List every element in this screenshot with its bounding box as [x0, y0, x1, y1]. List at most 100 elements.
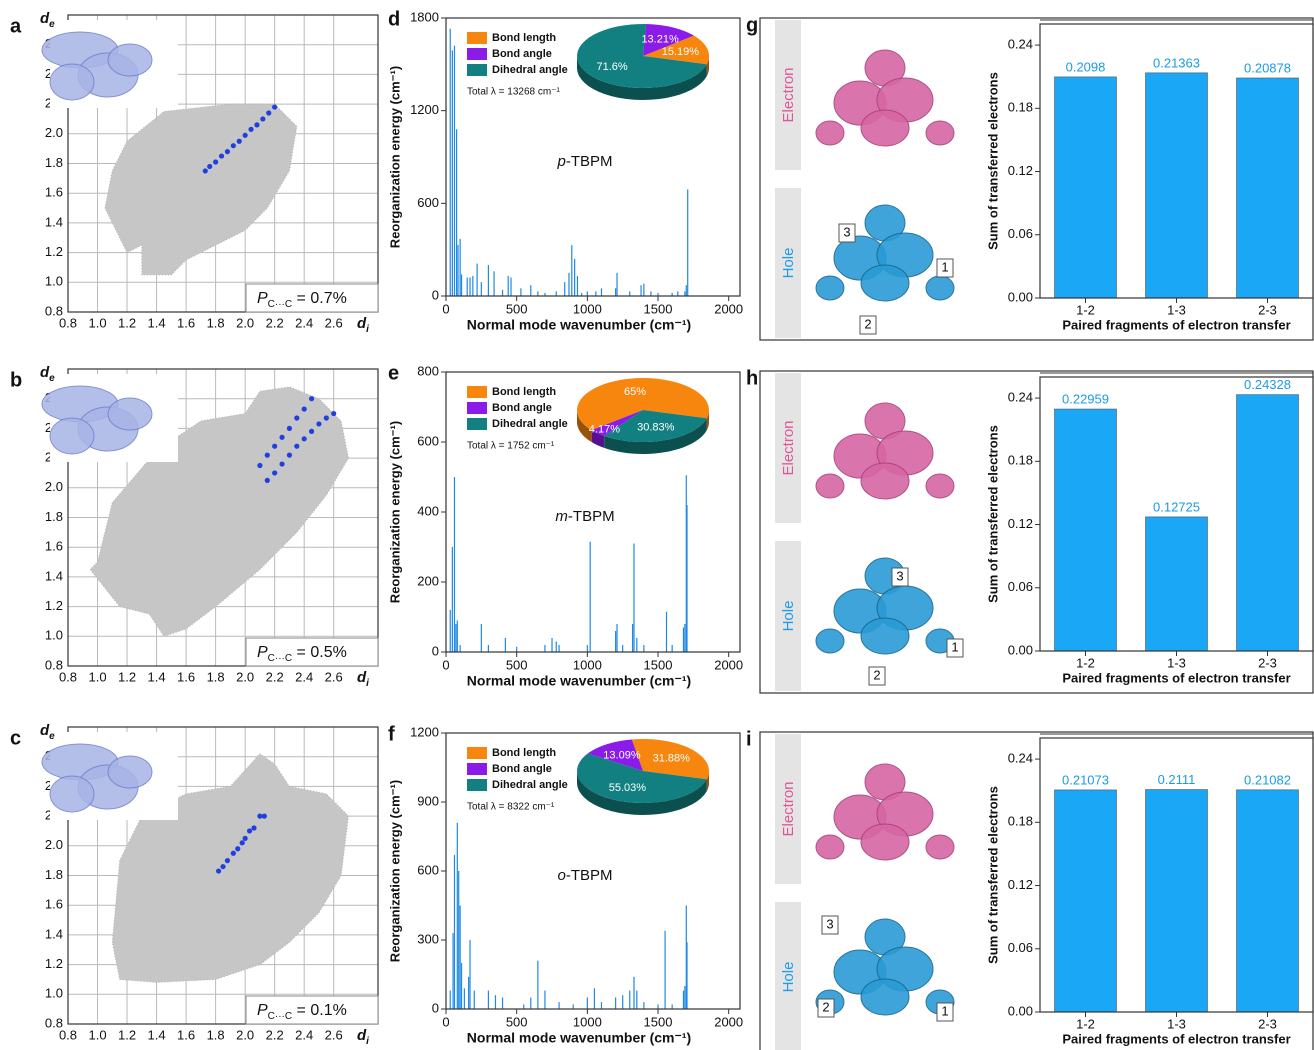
bar: [1146, 73, 1208, 298]
y-tick-label: 1.0: [45, 986, 63, 1001]
pie-total: Total λ = 1752 cm⁻¹: [467, 441, 555, 452]
x-tick-label: 0: [442, 657, 449, 672]
x-tick-label: 1.2: [118, 1027, 136, 1042]
contact-point: [219, 153, 224, 158]
panel-label: f: [388, 723, 395, 745]
x-axis-label: di: [357, 669, 369, 689]
y-tick-label: 1.6: [45, 897, 63, 912]
legend-label: Dihedral angle: [492, 779, 568, 791]
orbital-blob: [926, 474, 954, 498]
y-tick-label: 1.4: [45, 568, 63, 583]
panel-label: a: [10, 15, 22, 37]
legend-swatch: [467, 418, 487, 430]
y-tick-label: 1.0: [45, 274, 63, 289]
molecule-label: o-TBPM: [557, 867, 612, 884]
contact-point: [309, 396, 314, 401]
x-tick-label: 2.4: [295, 669, 313, 684]
x-tick-label: 500: [506, 301, 528, 316]
fragment-label: 3: [826, 916, 833, 931]
contact-point: [216, 868, 221, 873]
y-tick-label: 1.2: [45, 956, 63, 971]
legend-swatch: [467, 64, 487, 76]
orbital-blob: [861, 979, 909, 1015]
y-tick-label: 0.24: [1008, 390, 1033, 405]
y-tick-label: 0.18: [1008, 814, 1033, 829]
panel-label: h: [746, 367, 758, 389]
legend-swatch: [467, 48, 487, 60]
fragment-label: 1: [951, 639, 958, 654]
x-axis-sub: i: [366, 324, 369, 335]
x-axis-sub: i: [366, 678, 369, 689]
electron-label: Electron: [780, 420, 797, 475]
contact-point: [257, 463, 262, 468]
x-tick-label: 1-3: [1167, 655, 1186, 670]
pie-total: Total λ = 8322 cm⁻¹: [467, 802, 555, 813]
x-tick-label: 1.2: [118, 669, 136, 684]
contact-point: [309, 429, 314, 434]
contact-point: [235, 846, 240, 851]
y-tick-label: 0.12: [1008, 877, 1033, 892]
contact-point: [287, 426, 292, 431]
y-axis-label: de: [40, 364, 55, 384]
molecule-name: -TBPM: [568, 508, 615, 525]
legend-label: Bond length: [492, 32, 556, 44]
bar: [1146, 517, 1208, 651]
molecule-prefix: m: [555, 508, 568, 525]
contact-point: [231, 851, 236, 856]
legend-swatch: [467, 32, 487, 44]
pie-value-label: 65%: [624, 386, 646, 398]
contact-point: [324, 415, 329, 420]
x-tick-label: 1-3: [1167, 302, 1186, 317]
annotation-text: = 0.7%: [292, 290, 347, 307]
x-tick-label: 1.8: [207, 1027, 225, 1042]
surface-blob: [50, 776, 94, 812]
contact-point: [279, 435, 284, 440]
molecule-prefix: p: [556, 153, 565, 170]
bar-value-label: 0.21073: [1062, 772, 1109, 787]
x-tick-label: 2.4: [295, 1027, 313, 1042]
legend-swatch: [467, 763, 487, 775]
fragment-label: 3: [896, 568, 903, 583]
x-tick-label: 1.6: [177, 315, 195, 330]
orbital-blob: [926, 276, 954, 300]
annotation-text: = 0.5%: [292, 644, 347, 661]
contact-point: [265, 478, 270, 483]
contact-point: [220, 864, 225, 869]
annotation-symbol: P: [257, 290, 268, 307]
contact-point: [231, 143, 236, 148]
x-tick-label: 2.6: [325, 315, 343, 330]
pie-value-label: 30.83%: [637, 421, 675, 433]
y-tick-label: 300: [417, 931, 439, 946]
y-tick-label: 0.8: [45, 657, 63, 672]
orbital-blob: [816, 835, 844, 859]
contact-point: [302, 406, 307, 411]
legend-label: Bond angle: [492, 48, 552, 60]
pie-total: Total λ = 13268 cm⁻¹: [467, 87, 560, 98]
contact-point: [294, 415, 299, 420]
x-axis-label: Paired fragments of electron transfer: [1062, 1031, 1290, 1046]
y-tick-label: 1.6: [45, 539, 63, 554]
legend-label: Bond angle: [492, 402, 552, 414]
contact-point: [272, 444, 277, 449]
orbital-blob: [926, 121, 954, 145]
x-tick-label: 1.0: [88, 1027, 106, 1042]
y-axis-label: de: [40, 10, 55, 30]
legend-label: Dihedral angle: [492, 418, 568, 430]
y-tick-label: 0.24: [1008, 751, 1033, 766]
y-tick-label: 0.18: [1008, 453, 1033, 468]
bar: [1055, 77, 1117, 298]
y-axis-label: Sum of transferred electrons: [985, 786, 1000, 964]
contact-point: [243, 133, 248, 138]
y-tick-label: 0: [432, 1000, 439, 1015]
y-tick-label: 0.8: [45, 303, 63, 318]
x-tick-label: 1500: [644, 1014, 673, 1029]
fragment-label: 1: [941, 259, 948, 274]
x-tick-label: 1.4: [148, 315, 166, 330]
y-tick-label: 0.18: [1008, 100, 1033, 115]
bar: [1237, 395, 1299, 651]
legend-swatch: [467, 747, 487, 759]
pie-value-label: 4.17%: [589, 424, 620, 436]
y-tick-label: 0: [432, 287, 439, 302]
legend-label: Dihedral angle: [492, 64, 568, 76]
y-tick-label: 200: [417, 573, 439, 588]
